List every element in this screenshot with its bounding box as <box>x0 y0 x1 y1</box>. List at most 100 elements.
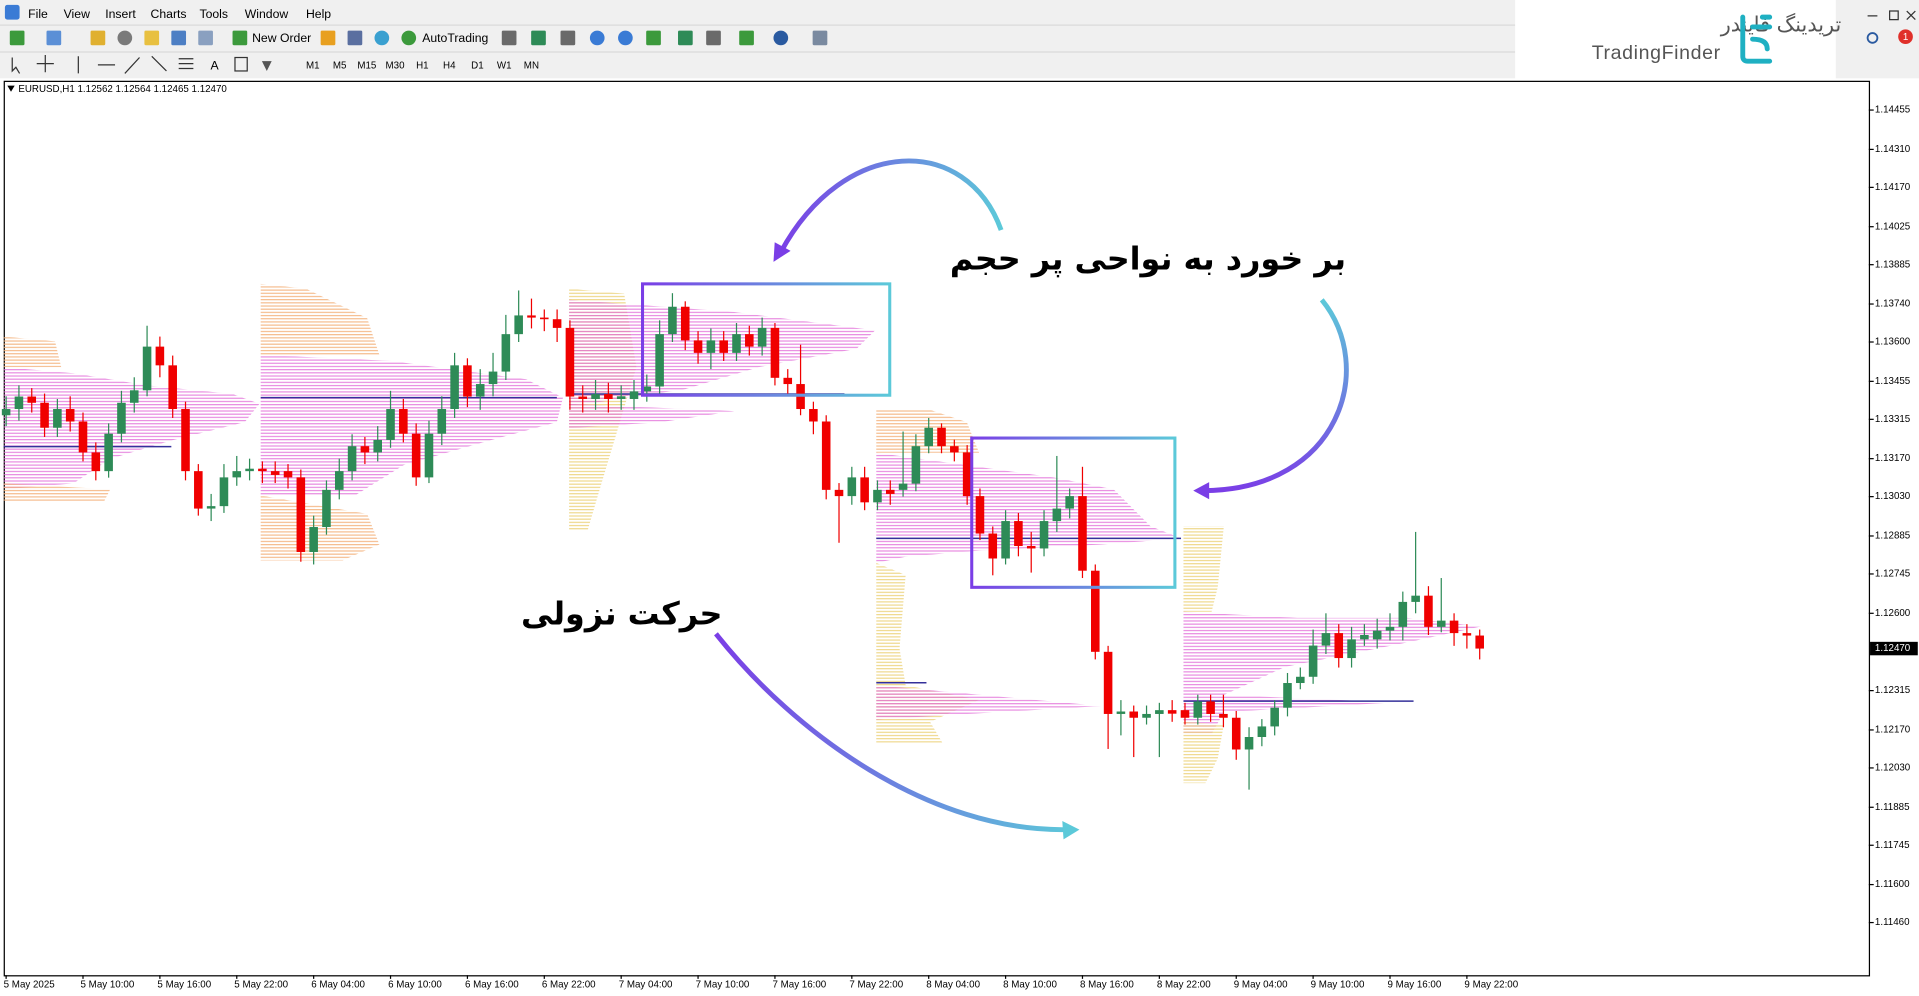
chart-title: EURUSD,H1 1.12562 1.12564 1.12465 1.1247… <box>18 84 227 95</box>
timeframe-button[interactable]: M5 <box>333 61 347 72</box>
icon[interactable] <box>531 30 546 46</box>
x-tick-label: 8 May 16:00 <box>1080 980 1134 991</box>
candle-body <box>91 452 101 472</box>
menu-item[interactable]: Charts <box>151 7 187 21</box>
candle-body <box>1244 737 1254 750</box>
candle-body <box>245 468 254 472</box>
notification-count: 1 <box>1903 32 1908 43</box>
timeframe-button[interactable]: MN <box>524 61 539 72</box>
candle-body <box>258 468 267 472</box>
candle-body <box>655 334 664 387</box>
icon[interactable] <box>347 30 363 46</box>
timeframe-button[interactable]: W1 <box>497 61 512 72</box>
toolbar-button[interactable]: AutoTrading <box>422 31 488 45</box>
timeframe-button[interactable]: H4 <box>443 61 456 72</box>
icon[interactable] <box>706 30 721 46</box>
candle-body <box>65 409 75 422</box>
candle-body <box>1385 626 1395 631</box>
x-tick-label: 9 May 04:00 <box>1234 980 1288 991</box>
search-icon[interactable] <box>1866 32 1879 44</box>
candle-body <box>40 402 49 428</box>
icon[interactable] <box>560 30 576 46</box>
candle-body <box>1014 521 1023 547</box>
menu-item[interactable]: Help <box>306 7 331 21</box>
icon[interactable] <box>678 30 693 46</box>
candle-body <box>1308 645 1318 677</box>
candle-body <box>1167 710 1177 714</box>
profile-shade <box>260 283 380 355</box>
highlight-box <box>970 436 1177 589</box>
icon[interactable] <box>320 30 336 46</box>
candle-body <box>1026 546 1036 549</box>
icon[interactable] <box>90 30 106 46</box>
icon[interactable] <box>46 30 62 46</box>
icon[interactable] <box>198 30 213 46</box>
y-tick-label: 1.11600 <box>1875 879 1910 890</box>
icon[interactable] <box>812 30 828 46</box>
tool-icons[interactable] <box>11 55 194 74</box>
candle-body <box>373 439 383 453</box>
window-buttons[interactable] <box>1867 10 1916 21</box>
candle-body <box>668 306 677 335</box>
candle-body <box>757 327 767 347</box>
menu-item[interactable]: Tools <box>199 7 228 21</box>
candle-body <box>1475 635 1484 649</box>
profile-shade <box>260 495 380 561</box>
tool-icon[interactable] <box>261 61 272 71</box>
y-tick-label: 1.12030 <box>1875 763 1911 774</box>
icon[interactable] <box>739 30 754 46</box>
timeframe-button[interactable]: M15 <box>357 61 377 72</box>
toolbar-button[interactable]: New Order <box>252 31 311 45</box>
x-tick-label: 8 May 22:00 <box>1157 980 1211 991</box>
candle-body <box>950 446 959 453</box>
candle-body <box>14 396 24 410</box>
profile-shade <box>3 483 111 502</box>
tool-icon[interactable]: A <box>211 58 220 72</box>
tool-icon[interactable] <box>234 56 248 72</box>
candle-body <box>53 409 62 428</box>
candle-body <box>155 346 165 366</box>
candle-body <box>565 327 575 397</box>
icon[interactable] <box>401 30 417 46</box>
icon[interactable] <box>501 30 517 46</box>
menu-item[interactable]: Window <box>245 7 289 21</box>
menu-item[interactable]: Insert <box>105 7 136 21</box>
icon[interactable] <box>618 30 633 46</box>
candle-body <box>834 489 844 497</box>
y-tick-label: 1.11745 <box>1875 840 1910 851</box>
candle-body <box>1091 570 1100 652</box>
timeframe-button[interactable]: H1 <box>416 61 428 72</box>
icon[interactable] <box>9 30 25 46</box>
candle-body <box>1052 508 1062 522</box>
x-tick-label: 6 May 04:00 <box>311 980 365 991</box>
icon[interactable] <box>232 30 248 46</box>
icon[interactable] <box>144 30 160 46</box>
x-tick-label: 9 May 22:00 <box>1464 980 1518 991</box>
menu-item[interactable]: File <box>28 7 48 21</box>
notification-badge[interactable] <box>1898 29 1913 45</box>
candle-body <box>1219 713 1228 718</box>
candle-body <box>1193 701 1203 718</box>
candle-body <box>693 340 703 353</box>
last-price-label: 1.12470 <box>1875 643 1911 654</box>
x-tick-label: 6 May 22:00 <box>542 980 596 991</box>
timeframe-button[interactable]: D1 <box>471 61 483 72</box>
menu-item[interactable]: View <box>64 7 90 21</box>
icon[interactable] <box>589 30 605 46</box>
arrow-head <box>1193 482 1210 500</box>
candle-body <box>296 477 306 552</box>
icon[interactable] <box>374 30 390 46</box>
y-tick-label: 1.14025 <box>1875 221 1911 232</box>
icon[interactable] <box>117 30 133 46</box>
candle-body <box>1116 711 1126 714</box>
candle-body <box>437 409 447 434</box>
icon[interactable] <box>646 30 661 46</box>
icon[interactable] <box>171 30 187 46</box>
candle-body <box>514 315 523 335</box>
logo-panel <box>1515 0 1836 81</box>
icon[interactable] <box>773 30 789 46</box>
timeframe-button[interactable]: M1 <box>306 61 320 72</box>
candle-body <box>552 319 562 328</box>
timeframe-button[interactable]: M30 <box>386 61 406 72</box>
candle-body <box>1 409 11 416</box>
